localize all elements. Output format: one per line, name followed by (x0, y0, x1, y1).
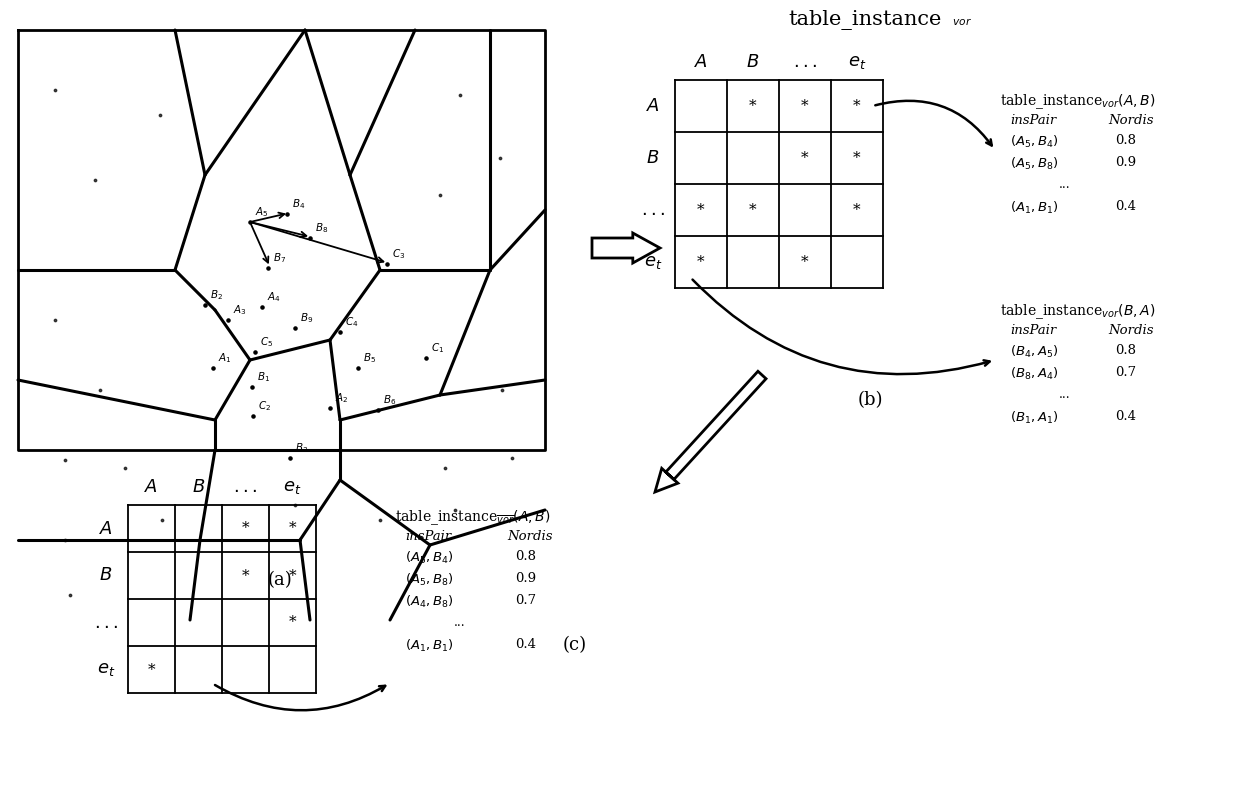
Text: $e_t$: $e_t$ (847, 53, 866, 71)
Text: *: * (854, 203, 861, 217)
Text: $A$: $A$ (145, 478, 159, 496)
Text: *: * (289, 616, 296, 629)
Text: $(A_4,B_8)$: $(A_4,B_8)$ (405, 594, 453, 610)
Text: $B$: $B$ (746, 53, 760, 71)
Text: 0.9: 0.9 (515, 572, 536, 585)
Text: $...$: $...$ (793, 53, 817, 71)
Text: $A_{1}$: $A_{1}$ (218, 351, 232, 365)
Text: *: * (242, 521, 249, 535)
Text: $(B_8,A_4)$: $(B_8,A_4)$ (1010, 366, 1058, 382)
Text: ...: ... (1059, 388, 1070, 401)
Text: $(B_4,A_5)$: $(B_4,A_5)$ (1010, 344, 1058, 360)
Text: 0.4: 0.4 (1115, 410, 1136, 423)
Polygon shape (655, 371, 766, 492)
Text: $C_{4}$: $C_{4}$ (344, 315, 358, 329)
Text: 0.8: 0.8 (1115, 134, 1136, 147)
Text: $B_{4}$: $B_{4}$ (292, 197, 305, 211)
Text: $(A_5,B_4)$: $(A_5,B_4)$ (405, 550, 453, 566)
Text: *: * (289, 521, 296, 535)
Text: $B$: $B$ (647, 149, 659, 167)
Text: table_instance: table_instance (788, 10, 942, 30)
Text: $B$: $B$ (192, 478, 206, 496)
Text: 0.4: 0.4 (1115, 200, 1136, 213)
Text: (a): (a) (268, 571, 292, 589)
Polygon shape (592, 233, 660, 263)
Text: 0.9: 0.9 (1115, 156, 1136, 169)
Text: *: * (698, 203, 705, 217)
Text: ...: ... (1059, 178, 1070, 191)
Text: $(A_5,B_8)$: $(A_5,B_8)$ (405, 572, 453, 588)
Text: *: * (147, 663, 155, 676)
Text: *: * (750, 203, 757, 217)
Text: $e_t$: $e_t$ (97, 660, 115, 679)
Text: $B_{3}$: $B_{3}$ (295, 441, 309, 455)
Text: $B_{5}$: $B_{5}$ (363, 351, 377, 365)
Text: table_instance$_{vor}(A,B)$: table_instance$_{vor}(A,B)$ (1000, 92, 1156, 111)
Text: 0.7: 0.7 (515, 594, 536, 607)
Text: $A_{3}$: $A_{3}$ (233, 303, 247, 317)
Text: *: * (854, 151, 861, 165)
Text: table_instance$_{vor}(B,A)$: table_instance$_{vor}(B,A)$ (1000, 302, 1156, 320)
Text: $B_{7}$: $B_{7}$ (273, 251, 286, 265)
Text: $A$: $A$ (99, 520, 113, 538)
Text: table_instance$_{\overline{vor}}(A,B)$: table_instance$_{\overline{vor}}(A,B)$ (395, 508, 550, 527)
Text: 0.7: 0.7 (1115, 366, 1136, 379)
Text: $(A_5,B_8)$: $(A_5,B_8)$ (1010, 156, 1058, 172)
Text: $B_{6}$: $B_{6}$ (383, 393, 396, 407)
Text: $A_{2}$: $A_{2}$ (335, 391, 348, 405)
Text: $C_{1}$: $C_{1}$ (431, 341, 445, 355)
Text: $A_{5}$: $A_{5}$ (255, 205, 269, 219)
Text: 0.8: 0.8 (515, 550, 536, 563)
Text: *: * (289, 569, 296, 582)
Text: $A_{4}$: $A_{4}$ (266, 290, 281, 304)
Text: Nordis: Nordis (1108, 324, 1154, 337)
Text: ...: ... (455, 616, 466, 629)
Text: $...$: $...$ (641, 201, 665, 219)
Text: $C_{5}$: $C_{5}$ (260, 335, 273, 349)
Text: (c): (c) (563, 636, 587, 654)
Text: Nordis: Nordis (507, 530, 553, 543)
Text: $B_{9}$: $B_{9}$ (300, 311, 313, 325)
Text: insPair: insPair (1010, 324, 1057, 337)
Text: insPair: insPair (1010, 114, 1057, 127)
Text: 0.8: 0.8 (1115, 344, 1136, 357)
Text: (b): (b) (857, 391, 882, 409)
Text: $A$: $A$ (694, 53, 707, 71)
Text: $B_{2}$: $B_{2}$ (209, 288, 223, 302)
Text: *: * (242, 569, 249, 582)
Text: $(A_1,B_1)$: $(A_1,B_1)$ (405, 638, 453, 654)
Text: *: * (802, 151, 809, 165)
Text: $...$: $...$ (233, 478, 258, 496)
Text: *: * (854, 99, 861, 113)
Text: $C_{2}$: $C_{2}$ (258, 399, 271, 413)
Text: insPair: insPair (405, 530, 451, 543)
Text: *: * (802, 255, 809, 269)
Text: $B_{8}$: $B_{8}$ (315, 221, 328, 235)
Text: *: * (698, 255, 705, 269)
Text: *: * (750, 99, 757, 113)
Text: $C_{3}$: $C_{3}$ (392, 247, 405, 261)
Text: $(B_1,A_1)$: $(B_1,A_1)$ (1010, 410, 1058, 426)
Text: $A$: $A$ (646, 97, 660, 115)
Text: $_{vor}$: $_{vor}$ (952, 13, 971, 27)
Text: *: * (802, 99, 809, 113)
Text: Nordis: Nordis (1108, 114, 1154, 127)
Text: $(A_1,B_1)$: $(A_1,B_1)$ (1010, 200, 1058, 216)
Text: $(A_5,B_4)$: $(A_5,B_4)$ (1010, 134, 1058, 150)
Text: $...$: $...$ (94, 613, 118, 632)
Text: $e_t$: $e_t$ (644, 253, 662, 271)
Text: $e_t$: $e_t$ (284, 478, 302, 496)
Text: $B_{1}$: $B_{1}$ (256, 370, 270, 384)
Text: 0.4: 0.4 (515, 638, 536, 651)
Text: $B$: $B$ (99, 567, 113, 585)
